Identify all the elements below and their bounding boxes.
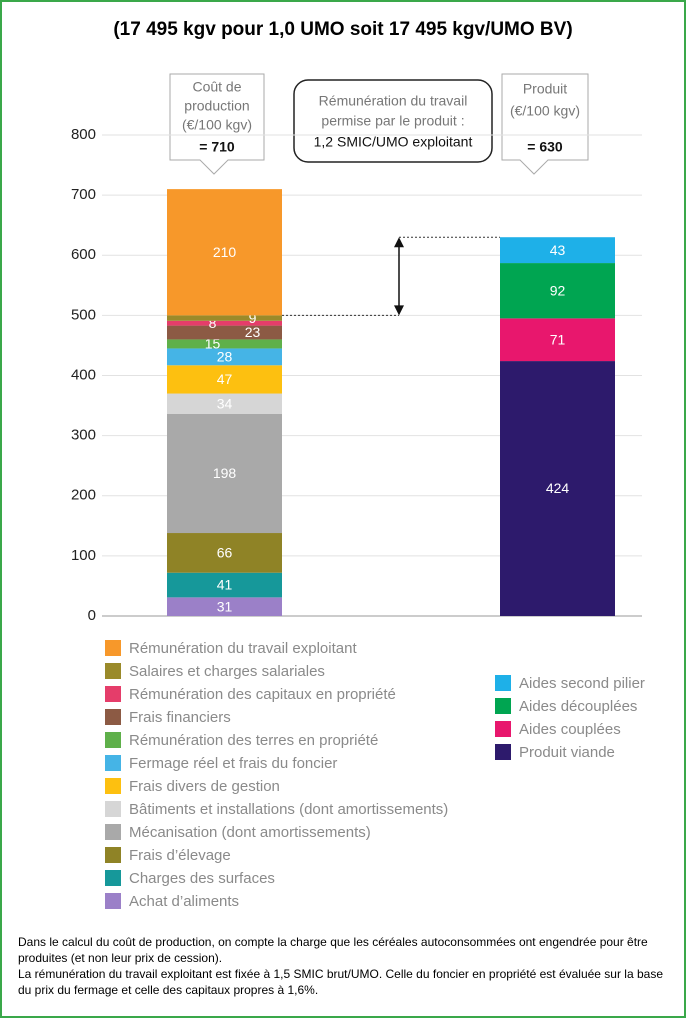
work-line: 1,2 SMIC/UMO exploitant xyxy=(314,134,473,150)
legend-label: Frais d’élevage xyxy=(129,847,231,864)
footnote-line: Dans le calcul du coût de production, on… xyxy=(18,935,648,965)
bar-segment xyxy=(167,315,282,321)
y-tick-label: 500 xyxy=(71,306,96,323)
y-tick-label: 100 xyxy=(71,547,96,564)
bar-segment xyxy=(500,318,615,362)
legend-swatch xyxy=(105,847,121,863)
data-label: 28 xyxy=(217,349,233,365)
cost-line: production xyxy=(184,98,249,114)
cost-total: = 710 xyxy=(199,139,235,155)
product-callout xyxy=(501,73,589,175)
product-total: = 630 xyxy=(527,139,563,155)
y-tick-label: 700 xyxy=(71,186,96,203)
legend-label: Aides couplées xyxy=(519,721,621,738)
legend-swatch xyxy=(105,893,121,909)
data-label: 15 xyxy=(205,336,221,352)
footnote: Dans le calcul du coût de production, on… xyxy=(18,934,668,998)
y-tick-label: 300 xyxy=(71,427,96,444)
data-label: 43 xyxy=(550,242,566,258)
bar-segment xyxy=(167,339,282,349)
legend-label: Frais divers de gestion xyxy=(129,778,280,795)
data-label: 210 xyxy=(213,244,237,260)
work-line: Rémunération du travail xyxy=(319,93,468,109)
bar-segment xyxy=(167,533,282,573)
legend-swatch xyxy=(105,709,121,725)
legend-label: Rémunération du travail exploitant xyxy=(129,640,357,657)
data-label: 424 xyxy=(546,480,570,496)
legend-swatch xyxy=(105,801,121,817)
bar-segment xyxy=(500,361,615,616)
bar-segment xyxy=(167,348,282,366)
data-label: 47 xyxy=(217,371,233,387)
legend-label: Aides second pilier xyxy=(519,675,645,692)
legend-label: Achat d’aliments xyxy=(129,893,239,910)
bar-segment xyxy=(167,413,282,534)
data-label: 31 xyxy=(217,598,233,614)
product-line: (€/100 kgv) xyxy=(510,103,580,119)
bar-segment xyxy=(167,320,282,326)
legend-swatch xyxy=(105,663,121,679)
chart: (17 495 kgv pour 1,0 UMO soit 17 495 kgv… xyxy=(71,19,645,910)
legend-swatch xyxy=(105,824,121,840)
data-label: 71 xyxy=(550,331,566,347)
legend-label: Produit viande xyxy=(519,744,615,761)
legend-swatch xyxy=(105,755,121,771)
y-tick-label: 600 xyxy=(71,246,96,263)
legend-label: Rémunération des terres en propriété xyxy=(129,732,378,749)
legend-swatch xyxy=(105,778,121,794)
bar-segment xyxy=(167,597,282,616)
legend-swatch xyxy=(495,721,511,737)
legend-label: Frais financiers xyxy=(129,709,231,726)
bar-segment xyxy=(500,263,615,319)
data-label: 66 xyxy=(217,545,233,561)
cost-line: (€/100 kgv) xyxy=(182,117,252,133)
legend-label: Mécanisation (dont amortissements) xyxy=(129,824,371,841)
bar-segment xyxy=(167,572,282,598)
legend-swatch xyxy=(105,732,121,748)
y-tick-label: 0 xyxy=(88,607,96,624)
cost-callout xyxy=(169,73,265,175)
chart-title: (17 495 kgv pour 1,0 UMO soit 17 495 kgv… xyxy=(113,19,572,40)
y-tick-label: 400 xyxy=(71,366,96,383)
legend-label: Aides découplées xyxy=(519,698,637,715)
legend-swatch xyxy=(105,640,121,656)
bar-segment xyxy=(500,237,615,264)
bar-segment xyxy=(167,393,282,414)
legend-swatch xyxy=(105,870,121,886)
legend-swatch xyxy=(105,686,121,702)
y-tick-label: 800 xyxy=(71,126,96,143)
legend-label: Fermage réel et frais du foncier xyxy=(129,755,337,772)
data-label: 41 xyxy=(217,577,233,593)
data-label: 8 xyxy=(209,315,217,331)
product-line: Produit xyxy=(523,81,567,97)
work-callout xyxy=(293,79,493,163)
legend-swatch xyxy=(495,675,511,691)
data-label: 23 xyxy=(245,324,261,340)
legend-label: Rémunération des capitaux en propriété xyxy=(129,686,396,703)
legend-label: Charges des surfaces xyxy=(129,870,275,887)
data-label: 9 xyxy=(249,310,257,326)
legend-swatch xyxy=(495,744,511,760)
legend-label: Bâtiments et installations (dont amortis… xyxy=(129,801,448,818)
footnote-line: La rémunération du travail exploitant es… xyxy=(18,967,664,997)
work-line: permise par le produit : xyxy=(321,113,464,129)
data-label: 198 xyxy=(213,465,237,481)
y-tick-label: 200 xyxy=(71,487,96,504)
data-label: 92 xyxy=(550,282,566,298)
cost-line: Coût de xyxy=(192,79,241,95)
legend-label: Salaires et charges salariales xyxy=(129,663,325,680)
bar-segment xyxy=(167,365,282,394)
bar-segment xyxy=(167,189,282,316)
legend-swatch xyxy=(495,698,511,714)
data-label: 34 xyxy=(217,395,233,411)
bar-segment xyxy=(167,325,282,340)
